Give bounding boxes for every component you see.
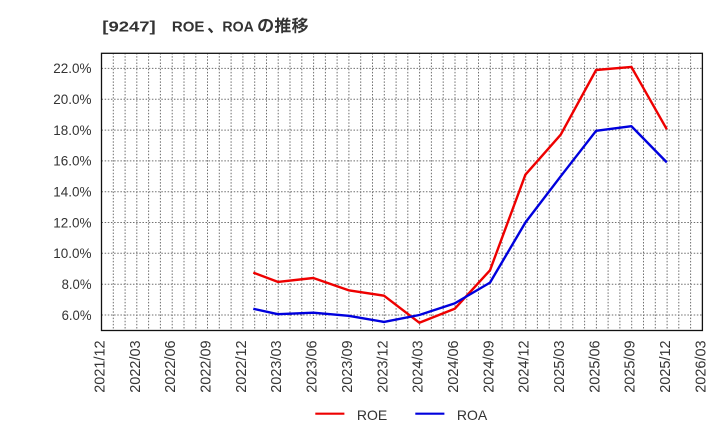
svg-text:18.0%: 18.0% [53,123,91,138]
svg-text:12.0%: 12.0% [53,215,91,230]
svg-text:2025/06: 2025/06 [587,340,603,392]
svg-text:10.0%: 10.0% [53,246,91,261]
svg-text:2022/06: 2022/06 [163,340,179,392]
svg-text:2025/12: 2025/12 [658,340,674,392]
svg-text:14.0%: 14.0% [53,185,91,200]
svg-text:2024/03: 2024/03 [411,340,427,392]
svg-text:ROA: ROA [457,407,488,423]
svg-text:2026/03: 2026/03 [693,340,709,392]
svg-text:2024/12: 2024/12 [517,340,533,392]
svg-text:ROE: ROE [172,19,205,36]
svg-text:ROE: ROE [357,407,387,423]
svg-text:22.0%: 22.0% [53,61,91,76]
svg-text:2023/12: 2023/12 [375,340,391,392]
svg-text:ROA: ROA [222,19,254,36]
svg-text:2023/06: 2023/06 [305,340,321,392]
svg-text:6.0%: 6.0% [62,308,92,323]
svg-text:2022/12: 2022/12 [234,340,250,392]
svg-text:16.0%: 16.0% [53,154,91,169]
svg-text:[9247]: [9247] [102,19,155,36]
svg-text:2022/03: 2022/03 [128,340,144,392]
svg-text:2021/12: 2021/12 [93,340,109,392]
svg-text:2023/09: 2023/09 [340,340,356,392]
svg-text:2025/09: 2025/09 [623,340,639,392]
svg-text:2022/09: 2022/09 [199,340,215,392]
svg-text:2024/09: 2024/09 [481,340,497,392]
svg-text:2023/03: 2023/03 [269,340,285,392]
svg-text:2025/03: 2025/03 [552,340,568,392]
svg-text:2024/06: 2024/06 [446,340,462,392]
svg-text:20.0%: 20.0% [53,92,91,107]
svg-text:8.0%: 8.0% [62,277,92,292]
